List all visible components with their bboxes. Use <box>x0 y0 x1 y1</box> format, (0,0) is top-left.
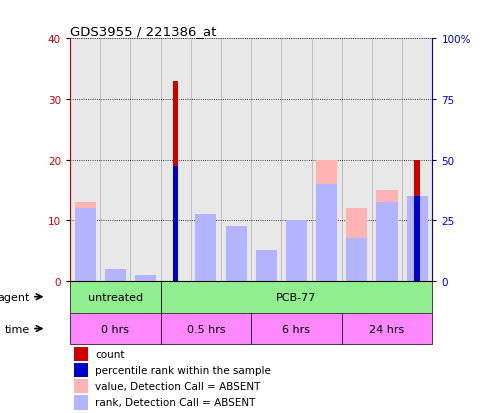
Text: PCB-77: PCB-77 <box>276 292 317 302</box>
Bar <box>221 39 251 281</box>
Bar <box>414 160 420 281</box>
Text: 24 hrs: 24 hrs <box>369 324 405 334</box>
Bar <box>105 269 126 281</box>
Bar <box>372 39 402 281</box>
Bar <box>376 190 398 281</box>
Bar <box>414 197 420 281</box>
Bar <box>173 81 178 281</box>
Text: GDS3955 / 221386_at: GDS3955 / 221386_at <box>70 25 216 38</box>
Bar <box>312 39 342 281</box>
Bar <box>251 313 342 344</box>
Bar <box>407 197 428 281</box>
Bar <box>226 233 247 281</box>
Bar <box>130 39 160 281</box>
Bar <box>73 395 88 410</box>
Text: 0.5 hrs: 0.5 hrs <box>186 324 225 334</box>
Bar <box>73 379 88 394</box>
Bar <box>70 281 160 313</box>
Bar <box>195 215 216 281</box>
Bar <box>73 347 88 361</box>
Text: percentile rank within the sample: percentile rank within the sample <box>96 366 271 375</box>
Bar <box>74 209 96 281</box>
Bar <box>135 275 156 281</box>
Text: agent: agent <box>0 292 30 302</box>
Bar <box>316 184 337 281</box>
Bar <box>346 239 368 281</box>
Text: value, Detection Call = ABSENT: value, Detection Call = ABSENT <box>96 381 261 392</box>
Bar <box>160 281 432 313</box>
Bar <box>226 227 247 281</box>
Bar <box>256 263 277 281</box>
Text: 0 hrs: 0 hrs <box>101 324 129 334</box>
Bar <box>342 39 372 281</box>
Bar <box>286 221 307 281</box>
Bar <box>195 215 216 281</box>
Bar <box>191 39 221 281</box>
Bar <box>256 251 277 281</box>
Bar <box>342 313 432 344</box>
Bar <box>160 313 251 344</box>
Bar <box>316 160 337 281</box>
Bar <box>105 275 126 281</box>
Bar <box>402 39 432 281</box>
Bar <box>376 202 398 281</box>
Text: untreated: untreated <box>88 292 143 302</box>
Text: rank, Detection Call = ABSENT: rank, Detection Call = ABSENT <box>96 397 256 408</box>
Bar <box>70 313 160 344</box>
Text: count: count <box>96 349 125 359</box>
Bar <box>100 39 130 281</box>
Bar <box>160 39 191 281</box>
Text: 6 hrs: 6 hrs <box>283 324 311 334</box>
Bar <box>173 166 178 281</box>
Bar <box>286 221 307 281</box>
Bar <box>70 39 100 281</box>
Bar <box>74 202 96 281</box>
Bar <box>73 363 88 377</box>
Bar <box>346 209 368 281</box>
Bar <box>281 39 312 281</box>
Text: time: time <box>5 324 30 334</box>
Bar <box>251 39 281 281</box>
